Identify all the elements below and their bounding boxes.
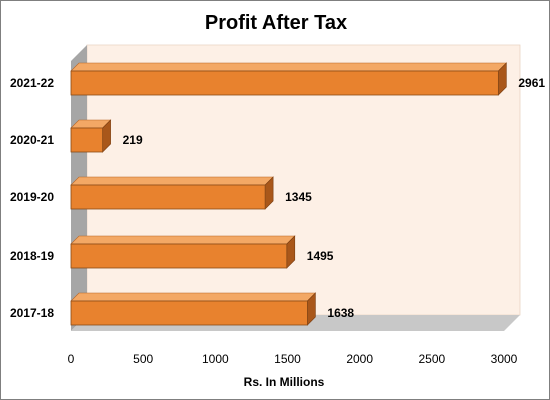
bar-front-face xyxy=(70,243,288,269)
chart-title: Profit After Tax xyxy=(205,12,347,34)
category-labels: 2017-18 2018-19 2019-20 2020-21 2021-22 xyxy=(10,76,54,320)
bar-2020-21 xyxy=(70,119,112,153)
category-label: 2017-18 xyxy=(10,306,54,320)
x-tick-labels: 0 500 1000 1500 2000 2500 3000 xyxy=(68,352,518,366)
x-tick-label: 2500 xyxy=(418,352,445,366)
bars-group xyxy=(70,62,508,326)
x-tick-label: 0 xyxy=(68,352,75,366)
category-label: 2018-19 xyxy=(10,249,54,263)
x-tick-label: 1500 xyxy=(274,352,301,366)
data-label: 1495 xyxy=(307,249,334,263)
category-label: 2020-21 xyxy=(10,133,54,147)
x-tick-label: 1000 xyxy=(202,352,229,366)
category-label: 2019-20 xyxy=(10,190,54,204)
bar-front-face xyxy=(70,300,308,326)
bar-front-face xyxy=(70,184,266,210)
data-labels: 1638 1495 1345 219 2961 xyxy=(123,76,546,320)
data-label: 2961 xyxy=(518,76,545,90)
bar-top-face xyxy=(70,62,508,72)
bar-top-face xyxy=(70,292,317,302)
x-axis-title: Rs. In Millions xyxy=(244,375,325,389)
bar-2021-22 xyxy=(70,62,508,96)
bar-front-face xyxy=(70,127,104,153)
bar-2017-18 xyxy=(70,292,317,326)
data-label: 1345 xyxy=(285,190,312,204)
bar-top-face xyxy=(70,176,274,186)
x-tick-label: 500 xyxy=(133,352,153,366)
x-tick-label: 3000 xyxy=(491,352,518,366)
bar-2019-20 xyxy=(70,176,274,210)
data-label: 219 xyxy=(123,133,143,147)
bar-front-face xyxy=(70,70,499,96)
category-label: 2021-22 xyxy=(10,76,54,90)
bar-top-face xyxy=(70,235,296,245)
data-label: 1638 xyxy=(327,306,354,320)
bar-2018-19 xyxy=(70,235,296,269)
x-tick-label: 2000 xyxy=(346,352,373,366)
